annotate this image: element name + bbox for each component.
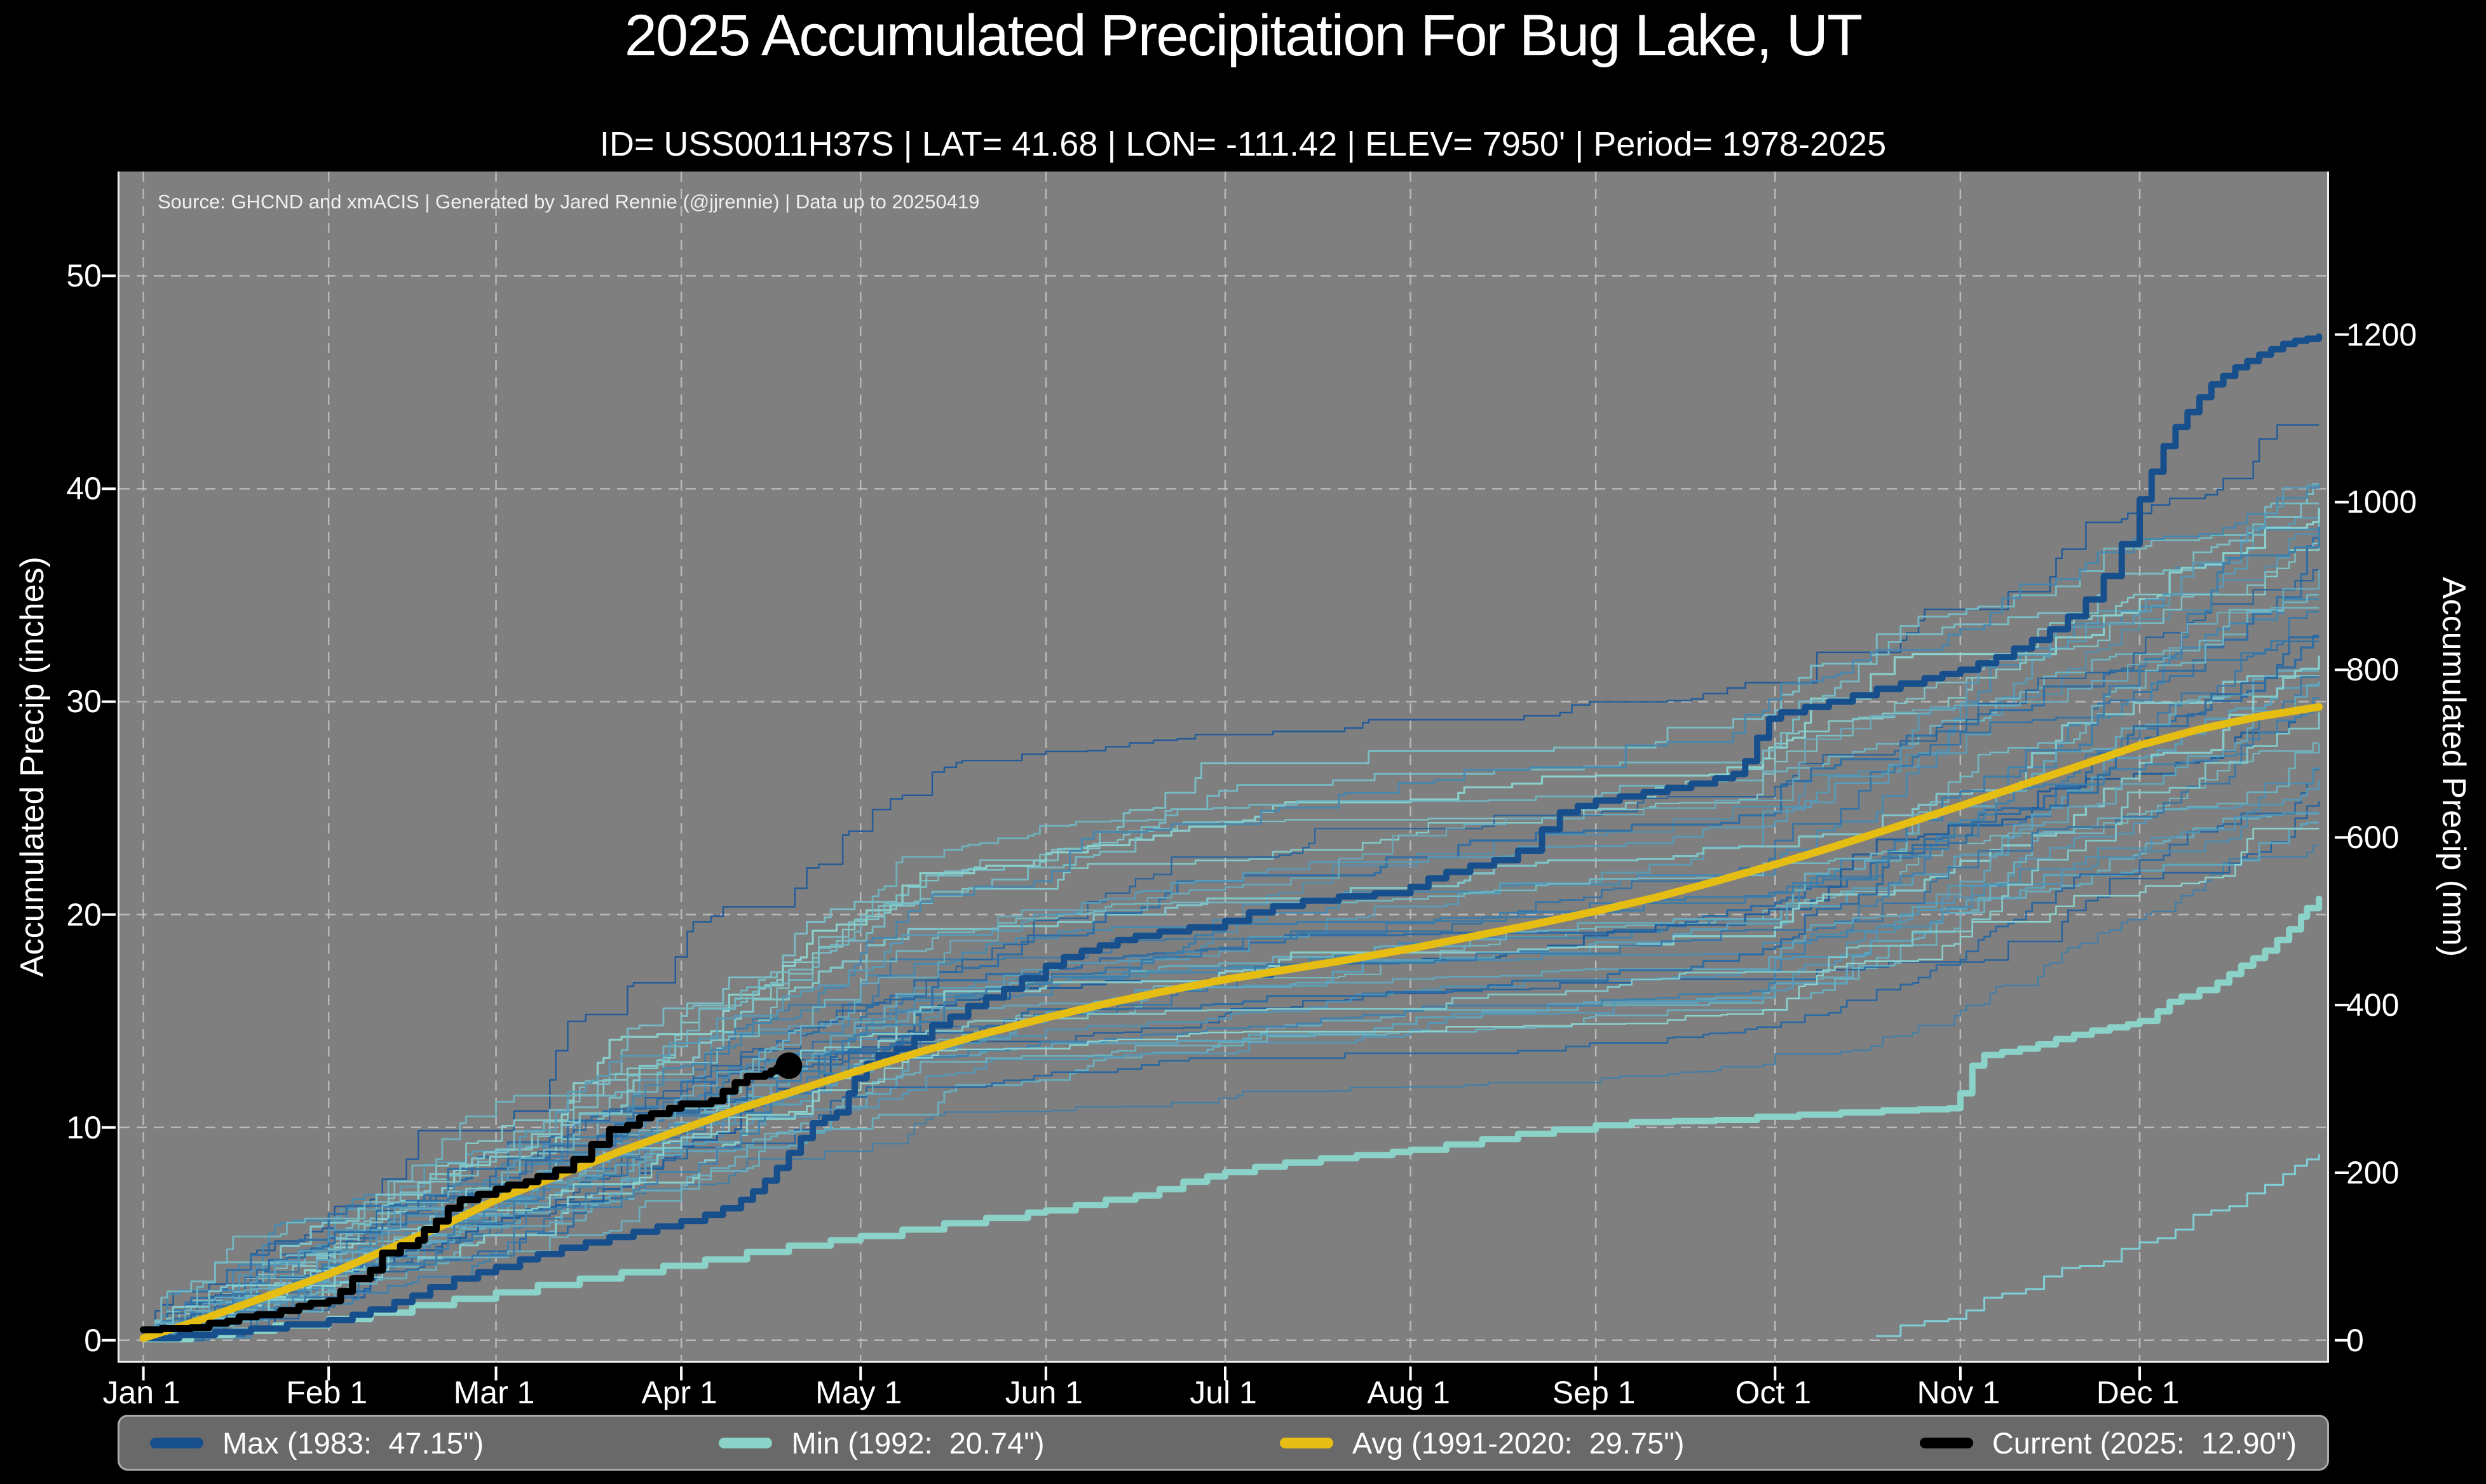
x-tick-label: Oct 1 xyxy=(1735,1375,1812,1410)
avg-line xyxy=(139,703,2323,1342)
y-axis-label-right: Accumulated Precip (mm) xyxy=(2435,577,2472,957)
ensemble-year-line xyxy=(143,483,2320,1342)
ensemble-year-line xyxy=(143,527,2320,1342)
station-subtitle: ID= USS0011H37S | LAT= 41.68 | LON= -111… xyxy=(599,125,1887,163)
y-right-tick-label: 1200 xyxy=(2346,316,2417,353)
min-line xyxy=(140,895,2323,1343)
x-tick-label: Jun 1 xyxy=(1005,1375,1083,1410)
x-tick-label: May 1 xyxy=(815,1375,902,1410)
x-tick-label: Jan 1 xyxy=(102,1375,180,1410)
x-tick-label: Nov 1 xyxy=(1917,1375,2000,1410)
ensemble-year-line xyxy=(143,536,2320,1342)
current-line-swatch xyxy=(1919,1437,1973,1448)
x-tick-label: Sep 1 xyxy=(1552,1375,1636,1410)
y-right-tick-label: 400 xyxy=(2346,987,2400,1023)
legend-label-current: Current (2025: 12.90") xyxy=(1992,1426,2297,1460)
x-tick-label: Jul 1 xyxy=(1190,1375,1257,1410)
ensemble-year-line xyxy=(143,697,2320,1342)
ensemble-year-line xyxy=(143,821,2320,1342)
y-right-tick-label: 600 xyxy=(2346,820,2400,856)
source-note: Source: GHCND and xmACIS | Generated by … xyxy=(158,191,980,213)
y-left-tick-label: 10 xyxy=(66,1109,102,1145)
x-tick-label: Apr 1 xyxy=(641,1375,717,1410)
x-tick-label: Feb 1 xyxy=(286,1375,368,1410)
y-right-tick-label: 200 xyxy=(2346,1154,2400,1191)
legend-label-avg: Avg (1991-2020: 29.75") xyxy=(1352,1426,1685,1460)
legend: Max (1983: 47.15") Min (1992: 20.74") Av… xyxy=(118,1415,2329,1471)
y-left-tick-label: 50 xyxy=(66,258,102,294)
ensemble-year-line xyxy=(143,569,2320,1341)
y-left-tick-label: 30 xyxy=(66,684,102,720)
y-axis-label-left: Accumulated Precip (inches) xyxy=(14,556,51,978)
ensemble-year-line xyxy=(143,523,2320,1341)
y-left-tick-label: 0 xyxy=(84,1322,102,1358)
y-right-tick-label: 800 xyxy=(2346,652,2400,688)
min-line-swatch xyxy=(719,1437,773,1448)
y-left-tick-label: 40 xyxy=(66,471,102,507)
ensemble-year-line xyxy=(143,670,2320,1342)
partial-year-line xyxy=(1875,1154,2320,1337)
ensemble-year-line xyxy=(143,656,2320,1342)
ensemble-year-line xyxy=(143,424,2320,1342)
y-right-tick-label: 1000 xyxy=(2346,484,2417,520)
current-end-dot xyxy=(775,1052,803,1079)
max-line xyxy=(140,333,2323,1342)
ensemble-year-line xyxy=(143,813,2320,1342)
y-left-tick-label: 20 xyxy=(66,896,102,933)
page-title: 2025 Accumulated Precipitation For Bug L… xyxy=(624,3,1863,68)
legend-item-current: Current (2025: 12.90") xyxy=(1919,1426,2297,1460)
ensemble-year-line xyxy=(143,636,2320,1342)
chart-svg xyxy=(102,172,2349,1380)
legend-item-min: Min (1992: 20.74") xyxy=(719,1426,1045,1460)
ensemble-year-line xyxy=(143,828,2320,1342)
y-right-tick-label: 0 xyxy=(2346,1322,2364,1358)
avg-line-swatch xyxy=(1279,1437,1333,1448)
ensemble-year-line xyxy=(143,675,2320,1342)
ensemble-year-line xyxy=(143,743,2320,1342)
plot-area xyxy=(102,172,2349,1380)
ensemble-year-line xyxy=(143,533,2320,1341)
x-tick-label: Dec 1 xyxy=(2096,1375,2180,1410)
legend-item-avg: Avg (1991-2020: 29.75") xyxy=(1279,1426,1685,1460)
ensemble-year-line xyxy=(143,607,2320,1342)
legend-item-max: Max (1983: 47.15") xyxy=(150,1426,484,1460)
ensemble-year-line xyxy=(143,640,2320,1342)
current-line xyxy=(140,1062,792,1333)
max-line-swatch xyxy=(150,1437,203,1448)
ensemble-year-line xyxy=(143,570,2320,1341)
x-tick-label: Mar 1 xyxy=(453,1375,535,1410)
x-tick-label: Aug 1 xyxy=(1367,1375,1450,1410)
legend-label-max: Max (1983: 47.15") xyxy=(222,1426,484,1460)
legend-label-min: Min (1992: 20.74") xyxy=(791,1426,1045,1460)
